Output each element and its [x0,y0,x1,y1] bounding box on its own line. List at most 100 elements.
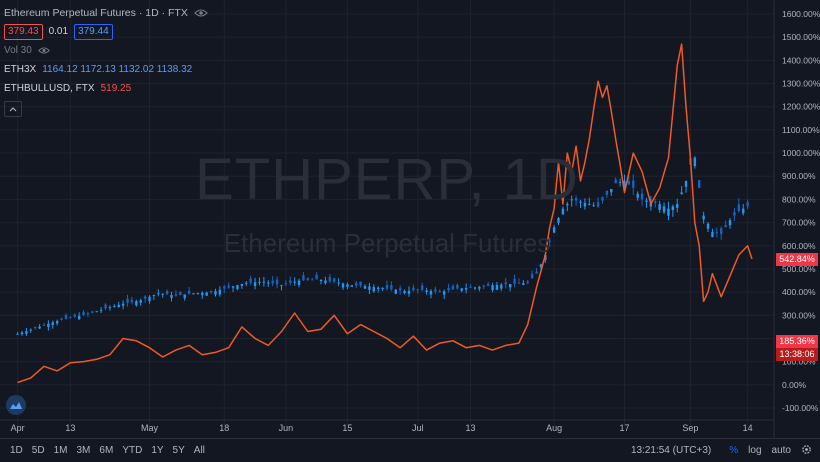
eth3x-candle [60,318,63,320]
eth3x-candle [715,232,719,234]
eth3x-candle [302,275,305,281]
eth3x-candle [319,279,323,282]
range-selector: 1D 5D 1M 3M 6M YTD 1Y 5Y All [0,445,205,456]
range-button-all[interactable]: All [193,445,205,456]
eth3x-candle [315,274,318,280]
tradingview-logo-icon[interactable] [6,395,26,415]
eth3x-candle [284,283,288,285]
eth3x-candle [482,285,485,287]
eth3x-candle [636,193,639,198]
y-tick-label: -100.00% [782,403,819,413]
eth3x-candle [566,204,569,206]
eth3x-candle [42,324,46,326]
eth3x-candle [161,293,164,295]
x-tick-label: 13 [466,423,476,433]
chevron-up-icon [9,106,17,111]
eth3x-candle [473,287,477,289]
legend-trade-row: 379.43 0.01 379.44 [4,22,208,41]
eth3x-candle [350,285,354,287]
x-tick-label: Jul [412,423,424,433]
eth3x-candle [557,217,560,223]
eth3x-candle [416,289,419,291]
eth3x-candle [240,284,244,286]
legend-volume-row: Vol 30 [4,41,208,60]
eth3x-candle [174,294,178,296]
eth3x-candle [654,201,657,203]
collapse-legend-button[interactable] [4,100,22,117]
eth3x-candle [407,290,411,294]
eth3x-candle [20,332,24,335]
bull-price-tag: 542.84% [776,253,818,266]
legend-title-row: Ethereum Perpetual Futures · 1D · FTX [4,3,208,22]
eth3x-candle [702,215,705,220]
timezone-clock[interactable]: 13:21:54 (UTC+3) [630,445,712,456]
settings-gear-icon[interactable] [801,444,812,458]
eth3x-candle [706,223,710,229]
range-button-1m[interactable]: 1M [53,445,68,456]
eth3x-candle [733,212,736,216]
eth3x-candle [227,285,230,288]
eth3x-candle [25,330,28,334]
buy-price-button[interactable]: 379.44 [74,23,113,40]
range-button-1d[interactable]: 1D [10,445,23,456]
x-tick-label: 13 [65,423,75,433]
eth3x-candle [346,284,349,287]
legend-collapse-row [4,98,208,117]
symbol-title[interactable]: Ethereum Perpetual Futures · 1D · FTX [4,6,188,19]
eth3x-candle [267,282,270,284]
range-button-ytd[interactable]: YTD [122,445,143,456]
eth3x-candle [165,290,169,295]
eth3x-candle [231,286,235,288]
eth3x-candle [746,202,749,207]
range-button-5y[interactable]: 5Y [172,445,185,456]
eth3x-candle [420,285,424,290]
eth3x-candle [51,322,54,326]
y-tick-label: 1600.00% [782,9,820,19]
y-tick-label: 800.00% [782,194,816,204]
auto-scale-toggle[interactable]: auto [771,445,791,456]
sell-price-button[interactable]: 379.43 [4,23,43,40]
eth3x-candle [152,295,156,297]
eye-icon[interactable] [194,8,208,18]
eth3x-candle [522,283,525,286]
percent-scale-toggle[interactable]: % [729,445,739,456]
bottom-toolbar: 1D 5D 1M 3M 6M YTD 1Y 5Y All 13:21:54 (U… [0,438,820,462]
eth3x-candle [271,280,274,284]
eth3x-candle [711,231,714,238]
eth3x-candle [684,180,688,187]
x-tick-label: Aug [546,423,562,433]
y-tick-label: 900.00% [782,171,816,181]
range-button-5d[interactable]: 5D [31,445,45,456]
volume-label[interactable]: Vol 30 [4,45,32,56]
eth3x-candle [236,285,239,290]
ethbull-value: 519.25 [100,83,132,94]
y-tick-label: 400.00% [782,287,816,297]
y-tick-label: 100.00% [782,357,816,367]
range-button-6m[interactable]: 6M [99,445,114,456]
eth3x-candle [486,284,490,286]
eth3x-candle [47,323,50,328]
range-button-3m[interactable]: 3M [76,445,91,456]
eth3x-candle [508,284,512,288]
scale-tools: 13:21:54 (UTC+3) % log auto [631,444,820,458]
log-scale-toggle[interactable]: log [748,445,762,456]
eth3x-candle [33,326,37,329]
y-tick-label: 1300.00% [782,79,820,89]
series-name-eth3x[interactable]: ETH3X [4,64,37,75]
eth3x-candle [192,293,195,295]
eth3x-candle [337,282,340,284]
y-tick-label: 1100.00% [782,125,820,135]
range-button-1y[interactable]: 1Y [151,445,164,456]
y-tick-label: 700.00% [782,218,816,228]
y-tick-label: 600.00% [782,241,816,251]
eth3x-candle [623,180,626,189]
eth3x-candle [16,333,19,335]
eth3x-candle [614,179,617,184]
eth3x-candle [205,292,208,296]
series-name-ethbull[interactable]: ETHBULLUSD, FTX [4,83,95,94]
eth3x-candle [253,282,257,287]
eth3x-candle [469,286,472,288]
eth3x-candle [442,291,446,295]
eye-icon[interactable] [38,46,50,55]
watermark-symbol: ETHPERP, 1D [195,147,579,212]
